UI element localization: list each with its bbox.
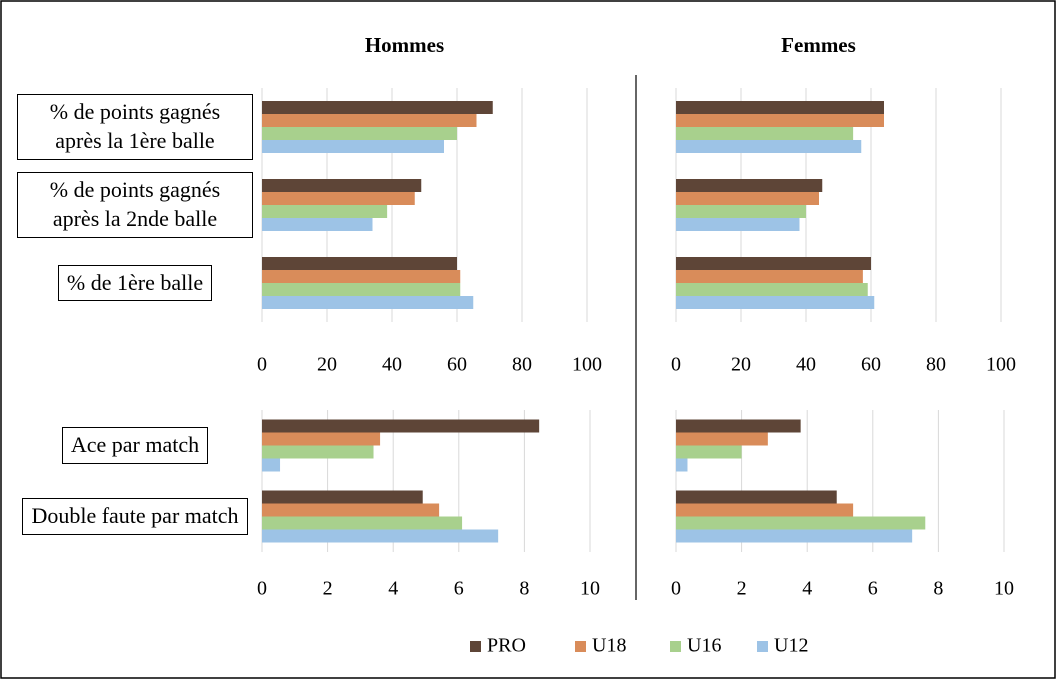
category-box: % de points gagnés après la 1ère balle [17,94,253,160]
legend-swatch [470,641,481,652]
bar [676,283,868,296]
x-tick-label: 4 [802,578,812,600]
legend-label: PRO [487,635,526,657]
bar [676,458,688,472]
bar [676,516,926,530]
bar [676,270,863,283]
bar [676,432,768,446]
panel-title: Femmes [781,33,856,57]
bar [262,205,388,218]
bar [262,127,457,140]
category-label: Ace par match [61,427,209,464]
bar [676,490,837,504]
bar [262,218,373,231]
bar [676,296,875,309]
category-label: % de points gagnés après la 1ère balle [17,94,253,160]
bar [262,458,281,472]
x-tick-label: 10 [994,578,1014,600]
x-tick-label: 60 [447,354,467,376]
bar [262,101,493,114]
bar [676,257,871,270]
bar [262,192,415,205]
bar [676,179,823,192]
legend-swatch [757,641,768,652]
category-label: Double faute par match [22,498,248,535]
x-tick-label: 40 [382,354,402,376]
bar [676,127,854,140]
x-tick-label: 0 [671,578,681,600]
x-tick-label: 0 [257,578,267,600]
x-tick-label: 2 [737,578,747,600]
bar [676,419,801,433]
x-tick-label: 0 [671,354,681,376]
bar [262,140,444,153]
bar [262,529,499,543]
bar [676,529,913,543]
bar [262,490,423,504]
bar [262,257,457,270]
category-label: % de points gagnés après la 2nde balle [17,172,253,238]
category-box: Double faute par match [22,498,248,535]
bar [676,503,854,517]
x-tick-label: 10 [580,578,600,600]
x-tick-label: 0 [257,354,267,376]
legend-label: U16 [687,635,721,657]
bar [262,516,463,530]
x-tick-label: 6 [868,578,878,600]
category-box: % de points gagnés après la 2nde balle [17,172,253,238]
bar [676,101,884,114]
bar [262,432,381,446]
bar [262,270,461,283]
bar [676,192,819,205]
bar [676,445,742,459]
x-tick-label: 40 [796,354,816,376]
legend-label: U18 [592,635,626,657]
bar [262,503,440,517]
legend-label: U12 [774,635,808,657]
panel-title: Hommes [365,33,444,57]
x-tick-label: 4 [388,578,398,600]
bar [676,140,862,153]
x-tick-label: 80 [926,354,946,376]
x-tick-label: 8 [933,578,943,600]
x-tick-label: 6 [454,578,464,600]
bar [262,419,540,433]
bar [676,114,884,127]
x-tick-label: 8 [519,578,529,600]
x-tick-label: 60 [861,354,881,376]
x-tick-label: 2 [323,578,333,600]
x-tick-label: 20 [731,354,751,376]
category-box: Ace par match [61,427,209,464]
bar [262,296,474,309]
legend-swatch [575,641,586,652]
category-box: % de 1ère balle [57,264,213,302]
category-label: % de 1ère balle [57,264,213,302]
x-tick-label: 100 [572,354,602,376]
bar [676,205,806,218]
x-tick-label: 80 [512,354,532,376]
bar [676,218,800,231]
bar [262,283,461,296]
bar [262,114,477,127]
bar [262,445,374,459]
x-tick-label: 100 [986,354,1016,376]
bar [262,179,422,192]
legend-swatch [670,641,681,652]
x-tick-label: 20 [317,354,337,376]
